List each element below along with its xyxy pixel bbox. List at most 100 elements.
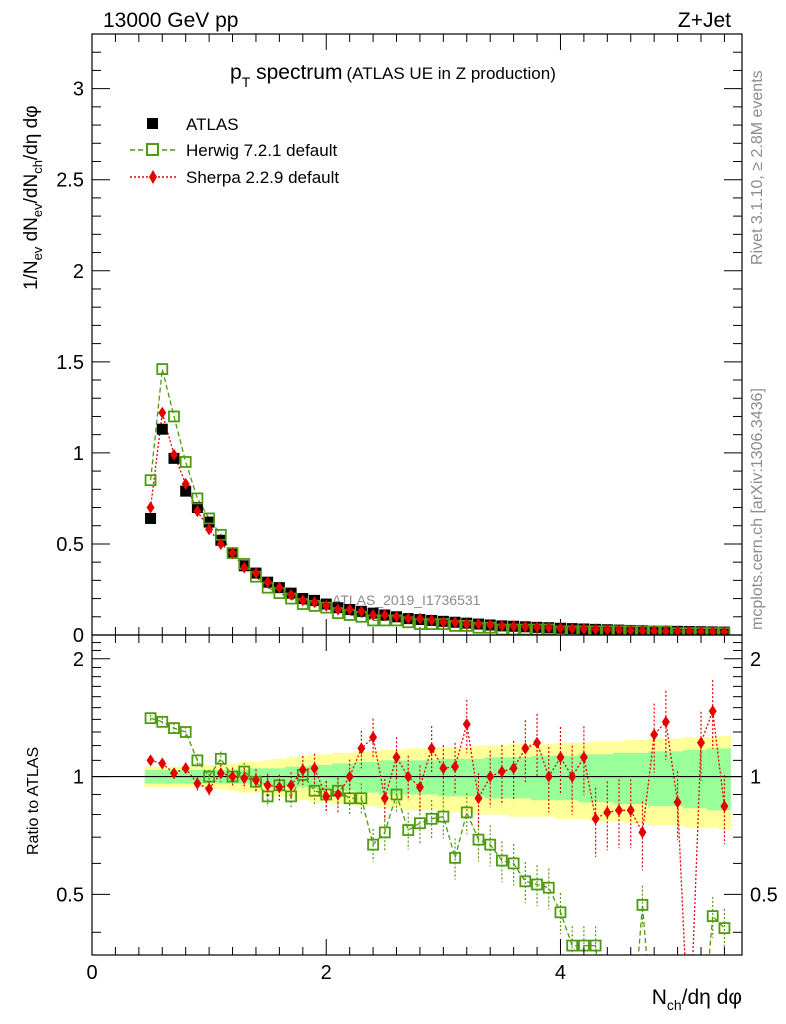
herwig-ratio-point (367, 838, 379, 851)
ratio-ytick-label-right: 0.5 (750, 884, 778, 906)
sherpa-ratio-point (357, 742, 366, 755)
ratio-band-inner (554, 755, 567, 801)
sherpa-point (298, 594, 307, 607)
sherpa-point (193, 505, 202, 518)
main-ytick-label: 1 (73, 443, 84, 465)
sherpa-ratio-point (697, 736, 706, 749)
ratio-band-inner (355, 761, 368, 793)
sherpa-point (322, 599, 331, 612)
sherpa-point (708, 625, 717, 635)
herwig-ratio-point (706, 910, 719, 923)
sherpa-point (333, 603, 342, 616)
ratio-ytick-label: 1 (73, 767, 84, 789)
herwig-point (168, 410, 180, 423)
ratio-ytick-label: 0.5 (56, 884, 84, 906)
main-ytick-label: 0.5 (56, 534, 84, 556)
herwig-ratio-point (414, 817, 426, 830)
ratio-ytick-label-right: 1 (750, 767, 761, 789)
sherpa-point (380, 608, 389, 621)
sherpa-point (415, 612, 424, 625)
main-data (144, 363, 731, 635)
sherpa-point (181, 477, 190, 490)
sherpa-ratio-point (240, 772, 249, 785)
sherpa-ratio-point (486, 770, 495, 783)
sherpa-point (544, 621, 553, 634)
sherpa-ratio-point (474, 792, 483, 805)
sherpa-ratio-point (638, 826, 647, 839)
sherpa-point (158, 406, 167, 419)
ratio-ylabel: Ratio to ATLAS (25, 747, 42, 855)
sherpa-point (497, 619, 506, 632)
main-ytick-label: 0 (73, 625, 84, 647)
rivet-label: Rivet 3.1.10, ≥ 2.8M events (749, 70, 766, 265)
herwig-ratio-point (308, 784, 321, 797)
sherpa-point (228, 547, 237, 560)
sherpa-point (720, 626, 729, 635)
sherpa-ratio-point (497, 765, 506, 778)
watermark-label: ATLAS_2019_I1736531 (332, 592, 481, 608)
ratio-band-inner (695, 749, 708, 809)
sherpa-point (615, 624, 624, 635)
herwig-ratio-point (179, 726, 192, 738)
herwig-ratio-point (718, 922, 731, 935)
sherpa-ratio-point (181, 762, 190, 775)
ratio-band-inner (636, 752, 649, 805)
sherpa-ratio-point (708, 705, 717, 718)
x-axis-label: Nch/dη dφ (652, 986, 742, 1013)
sherpa-point (486, 618, 495, 631)
sherpa-point (205, 523, 214, 536)
sherpa-point (263, 576, 272, 589)
herwig-point (191, 492, 204, 505)
sherpa-point (240, 561, 249, 574)
sherpa-ratio-point (380, 792, 389, 805)
herwig-ratio-point (214, 752, 227, 765)
ratio-band-inner (624, 752, 638, 805)
sherpa-ratio-point (439, 762, 448, 775)
sherpa-point (357, 605, 366, 618)
sherpa-point (650, 624, 659, 635)
sherpa-point (404, 612, 413, 625)
sherpa-ratio-point (591, 812, 600, 825)
herwig-ratio-point (460, 806, 473, 819)
atlas-point (156, 423, 168, 435)
herwig-point (144, 474, 157, 487)
sherpa-point (521, 620, 530, 633)
sherpa-point (579, 622, 588, 635)
ratio-band-inner (531, 755, 544, 801)
sherpa-ratio-point (345, 770, 354, 783)
legend: ATLAS Herwig 7.2.1 default Sherpa 2.2.9 … (130, 115, 339, 187)
herwig-ratio-point (437, 810, 450, 823)
mcplots-label: mcplots.cern.ch [arXiv:1306.3436] (749, 388, 766, 630)
ratio-band-inner (425, 760, 438, 795)
sherpa-ratio-point (392, 751, 401, 764)
ratio-band-inner (367, 761, 380, 793)
herwig-ratio-point (402, 824, 415, 836)
sherpa-point (697, 625, 706, 635)
herwig-ratio-point (378, 826, 391, 839)
sherpa-ratio-point (661, 715, 670, 728)
atlas-point (203, 516, 215, 528)
sherpa-ratio-point (205, 782, 214, 795)
sherpa-point (439, 616, 448, 629)
sherpa-ratio-point (603, 806, 612, 819)
sherpa-ratio-point (228, 770, 237, 783)
herwig-ratio-point (425, 812, 438, 825)
ratio-frame (91, 634, 743, 956)
sherpa-ratio-point (720, 800, 729, 813)
sherpa-point (462, 618, 471, 631)
herwig-ratio-point (566, 939, 579, 952)
herwig-ratio-point (531, 878, 543, 891)
sherpa-ratio-point (369, 731, 378, 744)
sherpa-ratio-point (169, 767, 178, 780)
x-tick-label: 2 (321, 962, 332, 984)
main-ytick-label: 1.5 (56, 352, 84, 374)
herwig-ratio-point (390, 788, 403, 801)
sherpa-ratio-point (298, 763, 307, 776)
main-panel: 0 0.5 1 1.5 2 2.5 3 (56, 33, 743, 647)
sherpa-point (638, 624, 647, 635)
sherpa-ratio-point (158, 757, 167, 770)
ratio-band-inner (660, 751, 673, 807)
herwig-ratio-point (519, 875, 532, 888)
ratio-panel: 0.5 0.5 1 1 2 2 0 2 4 (56, 634, 778, 984)
